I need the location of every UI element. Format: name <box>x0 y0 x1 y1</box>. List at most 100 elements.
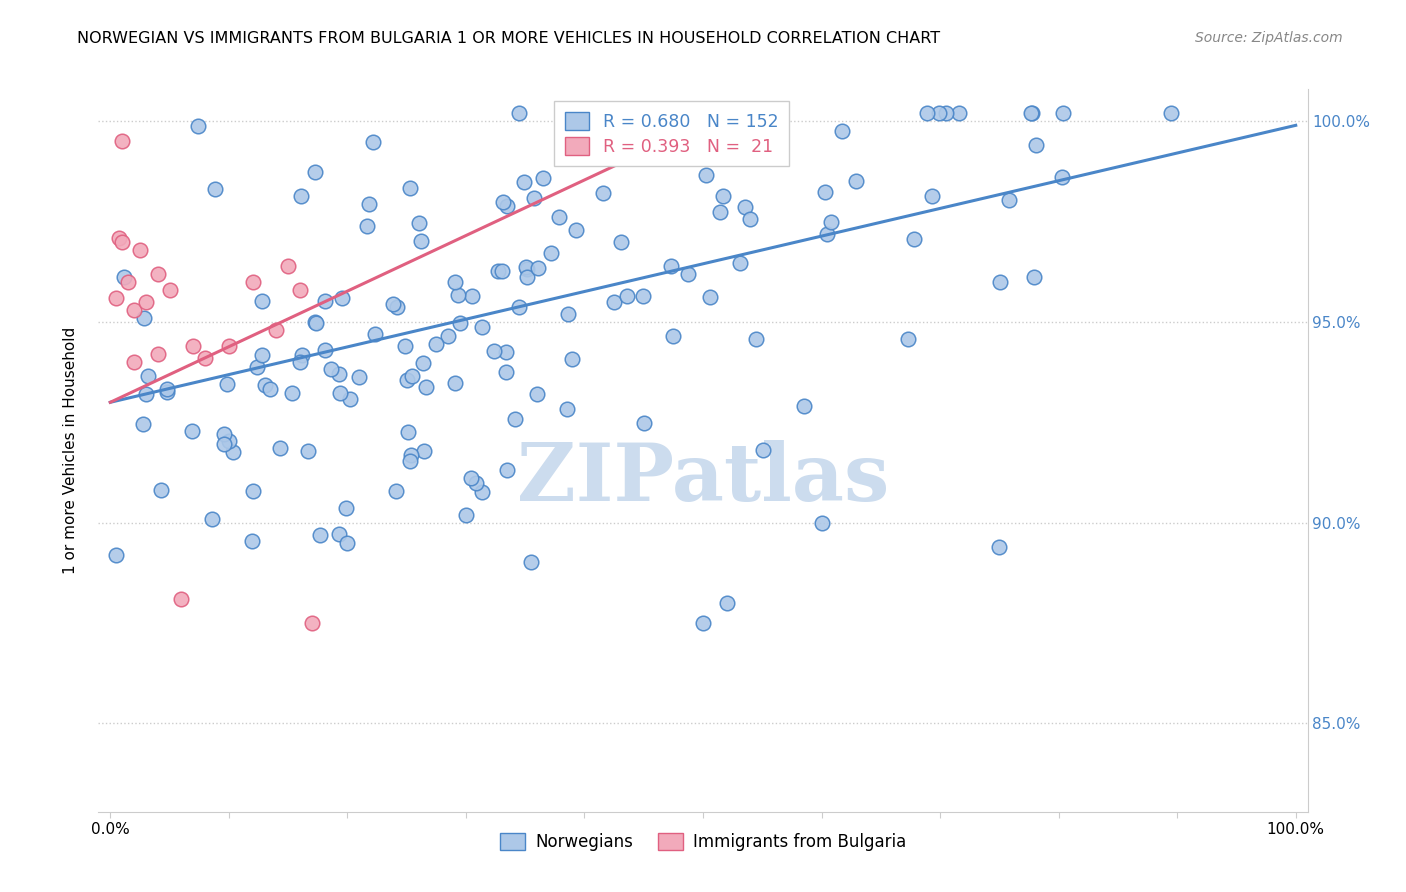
Point <box>259 382 281 396</box>
Point <box>384 484 406 499</box>
Point <box>314 343 336 358</box>
Point <box>495 365 517 379</box>
Point <box>339 392 361 406</box>
Point <box>520 556 543 570</box>
Point <box>1022 269 1045 284</box>
Point <box>482 344 505 359</box>
Point <box>136 369 159 384</box>
Point <box>218 434 240 449</box>
Point <box>454 508 477 522</box>
Point <box>150 483 173 497</box>
Point <box>187 120 209 134</box>
Point <box>609 235 631 249</box>
Point <box>335 500 357 515</box>
Point <box>526 386 548 401</box>
Point <box>948 106 970 120</box>
Point <box>242 275 264 289</box>
Point <box>319 362 342 376</box>
Point <box>508 300 530 314</box>
Point <box>1025 138 1047 153</box>
Point <box>111 235 134 249</box>
Point <box>1160 106 1182 120</box>
Point <box>122 355 145 369</box>
Point <box>132 417 155 431</box>
Point <box>361 135 384 149</box>
Point <box>122 303 145 318</box>
Point <box>399 180 422 194</box>
Point <box>1021 106 1043 120</box>
Point <box>181 339 204 353</box>
Point <box>471 485 494 500</box>
Point <box>399 454 422 468</box>
Point <box>997 193 1019 207</box>
Point <box>692 616 714 631</box>
Point <box>156 385 179 400</box>
Point <box>702 128 724 142</box>
Point <box>513 175 536 189</box>
Point <box>288 283 311 297</box>
Point <box>631 289 654 303</box>
Point <box>396 373 419 387</box>
Point <box>1052 169 1074 184</box>
Point <box>269 441 291 455</box>
Point <box>935 106 957 120</box>
Point <box>988 275 1011 289</box>
Text: NORWEGIAN VS IMMIGRANTS FROM BULGARIA 1 OR MORE VEHICLES IN HOUSEHOLD CORRELATIO: NORWEGIAN VS IMMIGRANTS FROM BULGARIA 1 … <box>77 31 941 46</box>
Point <box>240 533 263 548</box>
Point <box>662 329 685 343</box>
Point <box>156 382 179 396</box>
Point <box>603 295 626 310</box>
Point <box>146 267 169 281</box>
Point <box>745 333 768 347</box>
Point <box>921 189 943 203</box>
Point <box>105 548 128 562</box>
Point <box>1019 106 1042 120</box>
Point <box>301 616 323 631</box>
Point <box>633 416 655 430</box>
Point <box>201 512 224 526</box>
Point <box>709 205 731 219</box>
Point <box>399 448 422 462</box>
Point <box>308 528 330 542</box>
Point <box>357 197 380 211</box>
Point <box>928 106 950 120</box>
Point <box>111 135 134 149</box>
Point <box>523 191 546 205</box>
Point <box>813 185 835 199</box>
Point <box>662 127 685 141</box>
Point <box>449 316 471 330</box>
Point <box>555 402 578 417</box>
Point <box>444 275 467 289</box>
Point <box>699 290 721 304</box>
Point <box>117 275 139 289</box>
Point <box>112 270 135 285</box>
Point <box>845 174 868 188</box>
Point <box>413 444 436 458</box>
Point <box>903 232 925 246</box>
Point <box>486 264 509 278</box>
Point <box>515 260 537 275</box>
Point <box>425 337 447 351</box>
Point <box>330 291 353 305</box>
Point <box>242 483 264 498</box>
Point <box>336 536 359 550</box>
Point <box>250 348 273 362</box>
Point <box>730 256 752 270</box>
Point <box>146 347 169 361</box>
Point <box>214 437 236 451</box>
Point <box>415 380 437 394</box>
Point <box>820 214 842 228</box>
Point <box>461 289 484 303</box>
Point <box>204 181 226 195</box>
Point <box>194 351 217 366</box>
Point <box>412 355 434 369</box>
Point <box>134 311 156 326</box>
Point <box>277 259 299 273</box>
Point <box>437 329 460 343</box>
Point <box>107 231 129 245</box>
Point <box>217 376 239 391</box>
Point <box>815 227 838 241</box>
Point <box>527 260 550 275</box>
Point <box>561 351 583 366</box>
Point <box>246 360 269 375</box>
